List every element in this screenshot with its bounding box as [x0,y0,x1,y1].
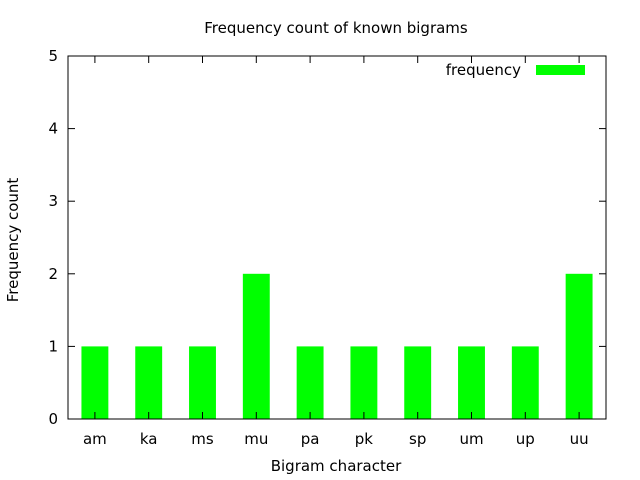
bar-pa [296,346,324,419]
legend-swatch [536,65,585,75]
bar-um [458,346,485,419]
y-tick-label: 1 [48,337,58,355]
x-tick-label: pa [301,430,320,448]
bar-ms [189,346,216,419]
bar-ka [135,346,163,419]
y-tick-label: 2 [48,265,58,283]
x-tick-label: sp [409,430,426,448]
x-tick-label: ms [191,430,214,448]
x-ticks: am ka ms mu pa pk sp um up uu [83,56,589,448]
x-tick-label: mu [244,430,268,448]
y-ticks: 0 1 2 3 4 5 [48,47,606,428]
bar-sp [404,346,432,419]
x-tick-label: pk [355,430,374,448]
x-tick-label: uu [570,430,589,448]
bar-uu [565,273,593,419]
legend-label: frequency [446,61,521,79]
y-axis-label: Frequency count [4,178,22,303]
plot-frame [67,55,607,420]
bar-up [511,346,539,419]
y-tick-label: 4 [48,120,58,138]
legend: frequency [446,61,585,79]
x-tick-label: up [516,430,535,448]
x-tick-label: um [459,430,483,448]
y-tick-label: 3 [48,192,58,210]
y-tick-label: 0 [48,410,58,428]
bar-am [81,346,109,419]
y-tick-label: 5 [48,47,58,65]
bars [81,273,593,419]
x-tick-label: ka [140,430,158,448]
bar-pk [350,346,378,419]
bar-mu [242,273,270,419]
chart-title: Frequency count of known bigrams [204,19,468,37]
x-axis-label: Bigram character [271,457,402,475]
x-tick-label: am [83,430,107,448]
